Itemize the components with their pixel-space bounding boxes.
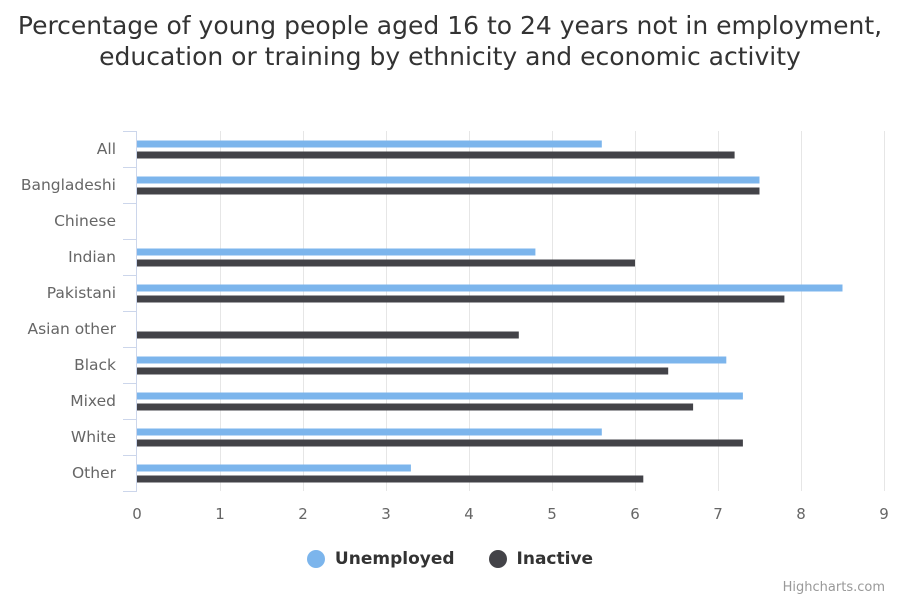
bar-inactive-other[interactable]: [137, 475, 644, 483]
bar-unemployed-indian[interactable]: [137, 248, 536, 256]
legend-item-unemployed[interactable]: Unemployed: [306, 549, 455, 569]
bar-inactive-mixed[interactable]: [137, 403, 694, 411]
credits-link[interactable]: Highcharts.com: [782, 580, 885, 595]
bar-unemployed-other[interactable]: [137, 464, 411, 472]
x-tick-label-0: 0: [132, 505, 142, 523]
grid-lines: [220, 131, 885, 491]
bar-unemployed-mixed[interactable]: [137, 392, 743, 400]
x-tick-label-5: 5: [547, 505, 557, 523]
category-label-chinese: Chinese: [54, 212, 116, 230]
category-label-bangladeshi: Bangladeshi: [21, 176, 116, 194]
category-label-all: All: [97, 140, 116, 158]
x-tick-label-7: 7: [713, 505, 723, 523]
x-tick-label-9: 9: [879, 505, 889, 523]
bar-inactive-pakistani[interactable]: [137, 295, 785, 303]
chart-title: Percentage of young people aged 16 to 24…: [17, 11, 883, 71]
x-tick-label-2: 2: [298, 505, 308, 523]
x-tick-label-8: 8: [796, 505, 806, 523]
category-label-mixed: Mixed: [70, 392, 116, 410]
legend-label-unemployed: Unemployed: [334, 549, 455, 569]
legend-label-inactive: Inactive: [516, 549, 594, 569]
category-label-other: Other: [72, 464, 117, 482]
bar-inactive-indian[interactable]: [137, 259, 635, 267]
category-label-black: Black: [74, 356, 116, 374]
bar-unemployed-all[interactable]: [137, 140, 602, 148]
legend-marker-unemployed: [306, 550, 325, 568]
category-label-white: White: [71, 428, 116, 446]
legend: Unemployed Inactive: [0, 549, 900, 569]
legend-marker-inactive: [488, 550, 507, 568]
bars: [137, 140, 843, 483]
bar-unemployed-white[interactable]: [137, 428, 602, 436]
bar-unemployed-pakistani[interactable]: [137, 284, 843, 292]
bar-inactive-bangladeshi[interactable]: [137, 187, 760, 195]
bar-inactive-white[interactable]: [137, 439, 743, 447]
x-tick-label-3: 3: [381, 505, 391, 523]
bar-unemployed-bangladeshi[interactable]: [137, 176, 760, 184]
category-label-indian: Indian: [68, 248, 116, 266]
category-axis: All Bangladeshi Chinese Indian Pakistani Asia…: [21, 131, 137, 492]
x-tick-label-6: 6: [630, 505, 640, 523]
bar-inactive-asian-other[interactable]: [137, 331, 519, 339]
bar-inactive-black[interactable]: [137, 367, 669, 375]
legend-item-inactive[interactable]: Inactive: [488, 549, 594, 569]
x-tick-label-1: 1: [215, 505, 225, 523]
x-tick-label-4: 4: [464, 505, 474, 523]
category-label-asian-other: Asian other: [27, 320, 116, 338]
bar-inactive-all[interactable]: [137, 151, 735, 159]
category-label-pakistani: Pakistani: [47, 284, 116, 302]
bar-unemployed-black[interactable]: [137, 356, 727, 364]
value-axis-labels: 0 1 2 3 4 5 6 7 8 9: [132, 505, 889, 523]
